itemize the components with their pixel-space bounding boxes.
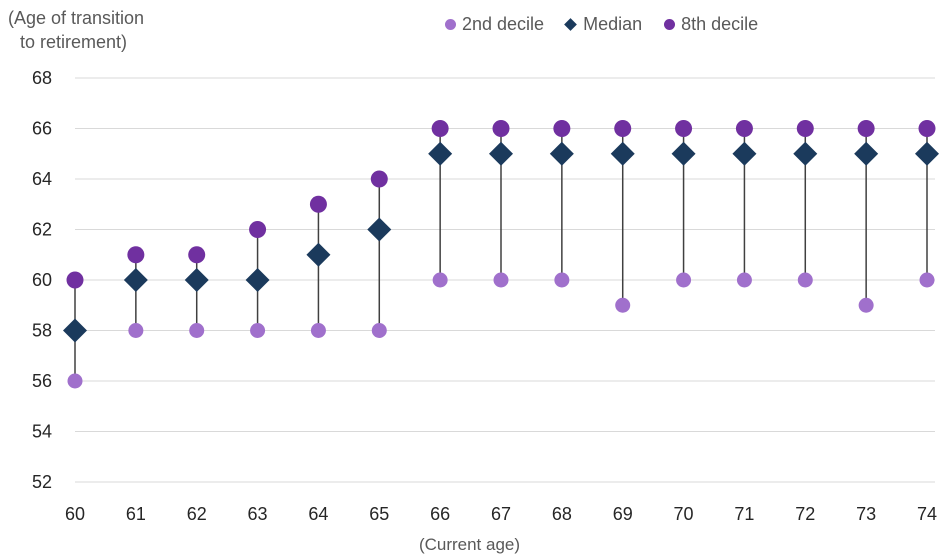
y-tick-label: 56 — [32, 371, 52, 391]
y-tick-label: 60 — [32, 270, 52, 290]
x-tick-label: 64 — [308, 504, 328, 524]
decile-2-point — [310, 323, 326, 338]
decile-8-point — [735, 120, 753, 137]
median-point — [184, 268, 209, 292]
decile-8-point — [249, 221, 267, 238]
y-axis-title-line-2: to retirement) — [20, 32, 128, 52]
decile-2-point — [919, 272, 935, 288]
x-tick-label: 74 — [917, 504, 937, 524]
median-point — [428, 141, 453, 166]
median-point — [367, 217, 392, 242]
x-tick-label: 73 — [856, 504, 876, 524]
y-tick-label: 66 — [32, 119, 52, 139]
legend-label: Median — [583, 14, 643, 34]
legend-item-2nd-decile: 2nd decile — [445, 14, 544, 35]
decile-2-point — [493, 272, 509, 288]
decile-2-point — [67, 373, 83, 389]
legend-circle-marker-icon — [664, 19, 676, 30]
y-axis-title: (Age of transition to retirement) — [8, 6, 144, 54]
decile-8-point — [796, 120, 814, 137]
decile-8-point — [370, 170, 388, 188]
x-tick-label: 67 — [491, 504, 511, 524]
decile-2-point — [736, 272, 752, 288]
decile-8-point — [127, 246, 145, 264]
median-point — [915, 141, 939, 166]
decile-8-point — [66, 271, 84, 289]
decile-2-point — [615, 297, 631, 313]
legend-item-median: Median — [564, 14, 643, 35]
legend-item-8th-decile: 8th decile — [664, 14, 758, 35]
x-tick-label: 71 — [734, 504, 754, 524]
y-tick-label: 58 — [32, 321, 52, 341]
x-tick-label: 60 — [65, 504, 85, 524]
x-tick-label: 69 — [613, 504, 633, 524]
y-tick-label: 62 — [32, 220, 52, 240]
x-tick-label: 62 — [187, 504, 207, 524]
x-tick-label: 65 — [369, 504, 389, 524]
median-point — [245, 268, 270, 292]
decile-8-point — [675, 120, 693, 137]
decile-8-point — [918, 120, 936, 137]
legend-circle-marker-icon — [445, 19, 456, 30]
median-point — [489, 141, 513, 166]
median-point — [671, 141, 696, 166]
x-tick-label: 68 — [552, 504, 572, 524]
y-tick-label: 68 — [32, 68, 52, 88]
decile-8-point — [857, 120, 875, 137]
legend-label: 2nd decile — [462, 14, 545, 34]
median-point — [793, 141, 818, 166]
y-tick-label: 52 — [32, 472, 52, 492]
x-tick-label: 72 — [795, 504, 815, 524]
decile-2-point — [250, 323, 266, 338]
x-tick-label: 63 — [248, 504, 268, 524]
x-tick-label: 70 — [674, 504, 694, 524]
x-tick-label: 61 — [126, 504, 146, 524]
decile-2-point — [189, 323, 205, 338]
x-axis-title: (Current age) — [418, 535, 521, 554]
decile-8-point — [431, 120, 449, 137]
decile-8-point — [309, 195, 327, 213]
median-point — [610, 141, 635, 166]
decile-2-point — [554, 272, 570, 288]
y-tick-label: 54 — [32, 422, 52, 442]
decile-2-point — [676, 272, 692, 288]
decile-2-point — [371, 323, 387, 338]
decile-8-point — [188, 246, 206, 264]
median-point — [549, 141, 574, 166]
median-point — [732, 141, 757, 166]
y-axis-title-line-1: (Age of transition — [8, 8, 145, 28]
chart-legend: 2nd decile Median 8th decile — [445, 14, 758, 35]
decile-2-point — [858, 297, 874, 313]
decile-8-point — [492, 120, 510, 137]
decile-2-point — [128, 323, 144, 338]
median-point — [123, 268, 148, 292]
legend-label: 8th decile — [681, 14, 759, 34]
decile-8-point — [553, 120, 571, 137]
median-point — [306, 242, 331, 267]
x-tick-label: 66 — [430, 504, 450, 524]
median-point — [63, 318, 87, 343]
median-point — [854, 141, 879, 166]
y-tick-label: 64 — [32, 169, 52, 189]
decile-8-point — [614, 120, 632, 137]
decile-2-point — [432, 272, 448, 288]
decile-2-point — [797, 272, 813, 288]
